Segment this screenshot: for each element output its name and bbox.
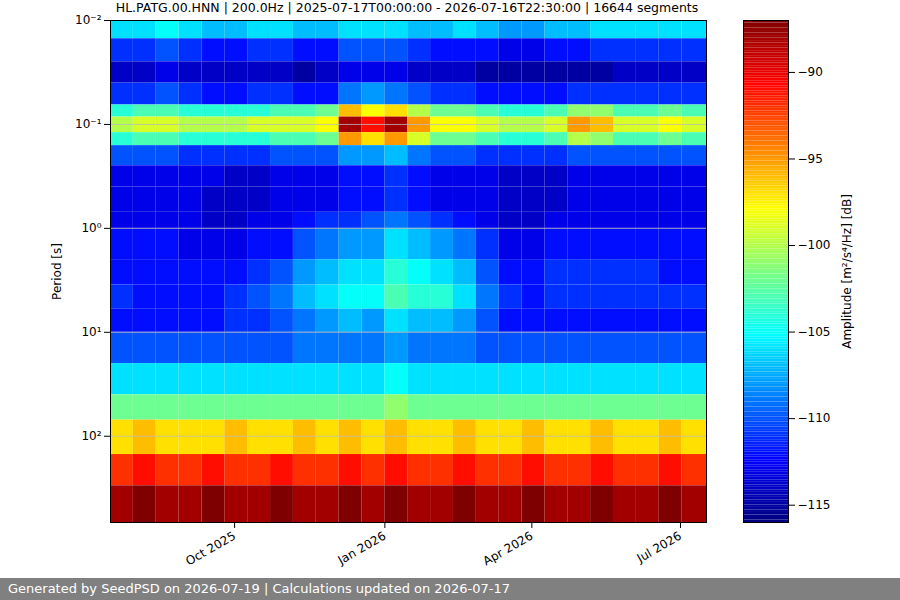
svg-text:−95: −95 bbox=[798, 152, 823, 166]
svg-text:−110: −110 bbox=[798, 411, 831, 425]
svg-text:Oct 2025: Oct 2025 bbox=[183, 529, 238, 569]
svg-text:10⁻²: 10⁻² bbox=[75, 13, 102, 27]
svg-text:Period [s]: Period [s] bbox=[50, 243, 64, 300]
svg-text:Apr 2026: Apr 2026 bbox=[481, 529, 536, 569]
svg-text:Jan 2026: Jan 2026 bbox=[335, 529, 389, 568]
svg-text:Jul 2026: Jul 2026 bbox=[634, 529, 684, 566]
svg-text:−90: −90 bbox=[798, 65, 823, 79]
html-text:HL.PATG.00.HNN | 200.0Hz | 202: HL.PATG.00.HNN | 200.0Hz | 2025-07-17T00… bbox=[115, 0, 699, 15]
svg-text:−115: −115 bbox=[798, 498, 831, 512]
svg-text:−100: −100 bbox=[798, 238, 831, 252]
svg-text:10²: 10² bbox=[81, 429, 101, 443]
svg-text:10⁻¹: 10⁻¹ bbox=[75, 117, 102, 131]
svg-text:10¹: 10¹ bbox=[81, 325, 101, 339]
svg-text:−105: −105 bbox=[798, 325, 831, 339]
html-text:Generated by SeedPSD on 2026-0: Generated by SeedPSD on 2026-07-19 | Cal… bbox=[8, 581, 510, 596]
svg-text:Amplitude [m²/s⁴/Hz] [dB]: Amplitude [m²/s⁴/Hz] [dB] bbox=[840, 194, 854, 349]
svg-text:10⁰: 10⁰ bbox=[81, 221, 101, 235]
